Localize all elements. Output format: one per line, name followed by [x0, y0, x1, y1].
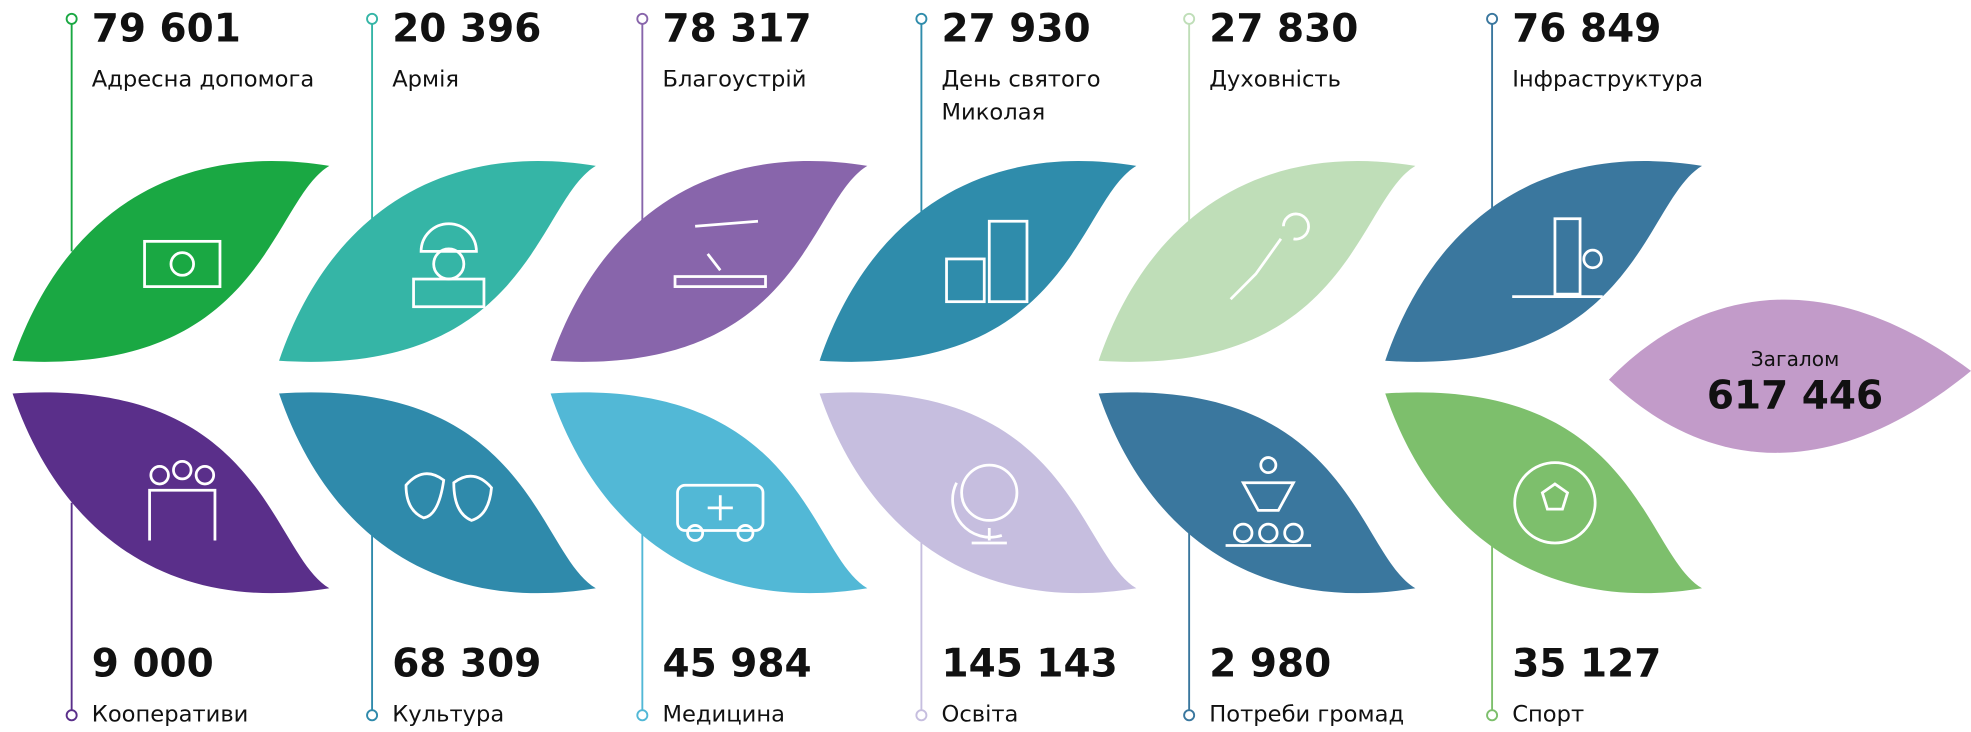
dot — [65, 12, 78, 25]
dot — [366, 709, 379, 722]
item-value: 68 309 — [392, 641, 542, 687]
icon-part — [172, 459, 193, 481]
icon — [676, 483, 765, 542]
dot — [915, 709, 928, 722]
leaf — [550, 161, 868, 362]
item-label: Медицина — [662, 701, 786, 728]
icon-part — [987, 219, 1029, 304]
icon-part — [194, 464, 216, 486]
icon-part — [686, 524, 705, 542]
leaf — [1098, 392, 1416, 594]
leaf — [12, 392, 330, 594]
icon-part — [419, 222, 478, 253]
item-value: 27 830 — [1209, 6, 1359, 52]
leaf — [1098, 161, 1416, 362]
icon-part — [1240, 481, 1296, 512]
icon-part — [1283, 522, 1304, 544]
item-value: 45 984 — [662, 641, 812, 687]
icon-part — [143, 239, 222, 288]
icon — [945, 219, 1029, 304]
icon — [1512, 217, 1603, 299]
item-label: Інфраструктура — [1512, 66, 1704, 94]
total-value: 617 446 — [1706, 373, 1884, 419]
leaf — [819, 161, 1137, 362]
item-value: 9 000 — [91, 641, 214, 687]
icon-part — [1553, 217, 1582, 296]
icon-part — [148, 488, 217, 541]
dot — [1486, 12, 1499, 25]
item-label: День святого Миколая — [941, 66, 1101, 126]
item-label: Армія — [392, 66, 460, 94]
icon-part — [1582, 248, 1603, 270]
icon-part — [432, 247, 466, 281]
icon — [1225, 456, 1312, 547]
dot — [1183, 709, 1196, 722]
icon-part — [951, 482, 1007, 545]
item-value: 20 396 — [392, 6, 542, 52]
item-label: Кооперативи — [91, 701, 249, 728]
icon-part — [673, 275, 767, 288]
icon — [951, 463, 1019, 545]
icon-part — [169, 251, 195, 277]
icon — [412, 222, 486, 309]
item-label: Освіта — [941, 701, 1019, 728]
item-value: 35 127 — [1512, 641, 1662, 687]
icon-part — [960, 463, 1019, 522]
item-value: 2 980 — [1209, 641, 1332, 687]
icon-part — [1229, 212, 1310, 301]
icon — [148, 459, 217, 541]
item-label: Культура — [392, 701, 505, 728]
icon-part — [695, 219, 759, 272]
dot — [366, 12, 379, 25]
icon-part — [945, 257, 986, 304]
dot — [65, 709, 78, 722]
icon-part — [149, 464, 170, 486]
icon-part — [707, 495, 733, 521]
dot — [1486, 709, 1499, 722]
icon-part — [1258, 522, 1279, 544]
icon — [404, 472, 493, 522]
icon — [1513, 461, 1597, 545]
icon-part — [1233, 522, 1254, 544]
leaf — [279, 392, 596, 594]
icon — [673, 219, 767, 288]
item-label: Потреби громад — [1209, 701, 1405, 728]
item-value: 27 930 — [941, 6, 1091, 52]
dot — [636, 12, 649, 25]
dot — [915, 12, 928, 25]
item-value: 78 317 — [662, 6, 812, 52]
leaf — [550, 392, 868, 594]
item-value: 76 849 — [1512, 6, 1662, 52]
item-label: Адресна допомога — [91, 66, 315, 94]
icon — [1229, 212, 1310, 301]
dot — [1183, 12, 1196, 25]
icon-part — [1259, 456, 1278, 475]
item-value: 145 143 — [941, 641, 1118, 687]
leaf — [279, 161, 596, 362]
leaf — [819, 392, 1137, 594]
dot — [636, 709, 649, 722]
icon-part — [676, 483, 765, 532]
icon-part — [1513, 461, 1597, 545]
icon — [143, 239, 222, 288]
item-label: Благоустрій — [662, 66, 807, 94]
icon-part — [736, 524, 755, 542]
total-label: Загалом — [1750, 346, 1840, 371]
item-label: Спорт — [1512, 701, 1585, 728]
total-leaf — [1608, 299, 1971, 453]
leaf — [1385, 161, 1703, 362]
icon-part — [1540, 482, 1570, 511]
item-value: 79 601 — [91, 6, 241, 52]
item-label: Духовність — [1209, 66, 1341, 94]
icon-part — [404, 472, 493, 522]
